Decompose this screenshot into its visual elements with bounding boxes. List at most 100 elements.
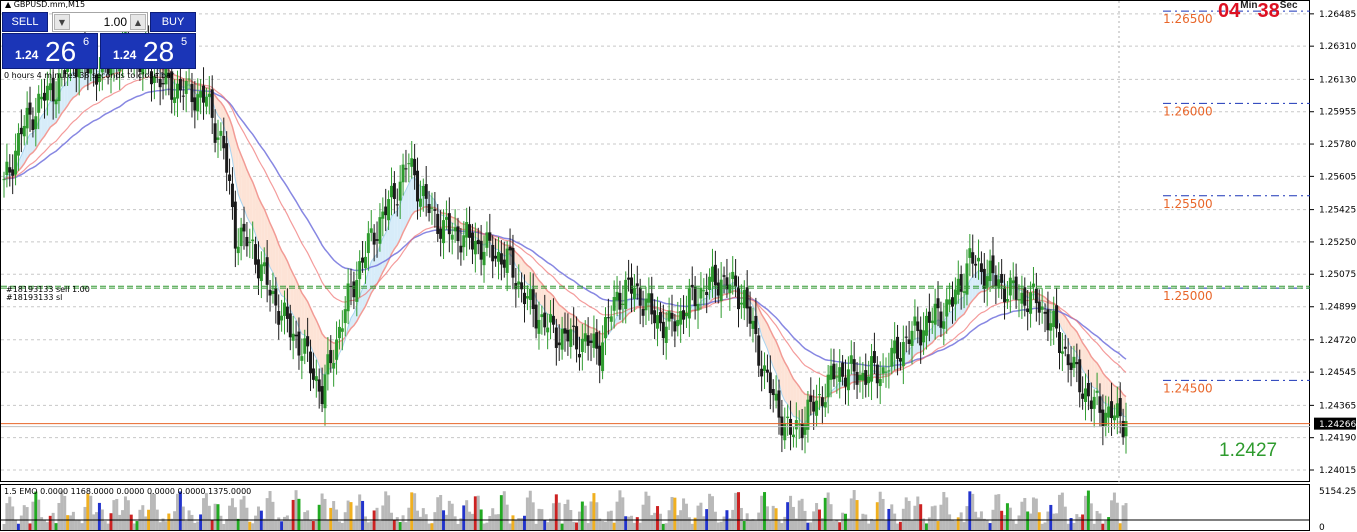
volume-bar: [126, 500, 130, 530]
volume-bar: [314, 520, 318, 530]
lot-size-value[interactable]: 1.00: [103, 15, 127, 29]
candle-body: [563, 328, 567, 334]
candle-body: [864, 370, 868, 385]
volume-bar: [997, 494, 1001, 530]
candle-body: [337, 326, 341, 339]
candle-body: [366, 233, 370, 254]
volume-bar: [265, 498, 269, 530]
order-labels: #18193133 sell 1.00 #18193133 sl: [6, 286, 90, 302]
volume-bar: [913, 505, 917, 530]
candle-body: [849, 355, 853, 364]
candle-body: [890, 347, 894, 367]
candle-body: [635, 283, 639, 287]
volume-bar: [11, 506, 15, 530]
candle-body: [31, 119, 35, 131]
buy-price-box[interactable]: 1.24 28 5: [100, 33, 196, 69]
volume-bar: [979, 511, 983, 530]
sell-button[interactable]: SELL: [2, 12, 48, 32]
collapse-triangle-icon[interactable]: ▲: [5, 0, 12, 9]
volume-bar: [262, 518, 266, 530]
order-label-primary: #18193133 sell 1.00: [6, 285, 90, 294]
y-axis-tick-label: 1.24190: [1319, 434, 1356, 444]
volume-bar: [349, 502, 353, 530]
volume-bar: [28, 523, 32, 530]
volume-bar: [624, 516, 628, 530]
ema-cloud-segment: [411, 177, 415, 216]
ema-cloud-segment: [538, 280, 542, 306]
symbol-title: ▲ GBPUSD.mm,M15: [5, 0, 86, 9]
volume-bar: [566, 499, 570, 530]
volume-bar: [132, 523, 136, 530]
candle-body: [520, 282, 524, 290]
volume-bar: [1029, 513, 1033, 530]
candle-body: [317, 379, 321, 392]
lot-size-stepper[interactable]: ▼ 1.00 ▲: [52, 12, 148, 32]
volume-bar: [534, 523, 538, 530]
candle-body: [855, 371, 859, 385]
volume-bar: [228, 505, 232, 530]
candle-body: [164, 68, 168, 85]
candle-body: [997, 279, 1001, 289]
volume-bar: [537, 508, 541, 530]
candle-body: [531, 289, 535, 309]
candle-body: [202, 85, 206, 103]
ema-cloud-segment: [709, 287, 713, 303]
volume-bar: [465, 500, 469, 530]
volume-bar: [453, 516, 457, 530]
volume-bar: [19, 515, 23, 530]
ema-cloud-segment: [356, 295, 360, 322]
round-level-label: 1.26000: [1163, 104, 1213, 118]
volume-bar: [37, 499, 41, 530]
y-axis-tick-label: 1.25075: [1319, 270, 1356, 280]
candle-body: [442, 220, 446, 244]
volume-bar: [812, 511, 816, 530]
lot-increase-icon[interactable]: ▲: [130, 14, 146, 30]
ema-cloud-segment: [1094, 360, 1098, 389]
candle-body: [372, 232, 376, 245]
round-level-label: 1.24500: [1163, 381, 1213, 395]
volume-bar: [939, 504, 943, 530]
ema-cloud-segment: [914, 337, 918, 356]
sell-price-pips: 26: [45, 36, 77, 67]
ema-cloud-segment: [53, 101, 57, 125]
ema-cloud-segment: [278, 244, 282, 296]
volume-bar: [494, 514, 498, 530]
candle-body: [16, 133, 20, 156]
ema-cloud-segment: [313, 314, 317, 359]
candle-body: [1124, 421, 1128, 437]
ema-cloud-segment: [495, 239, 499, 250]
sell-price-box[interactable]: 1.24 26 6: [2, 33, 98, 69]
candle-body: [682, 310, 686, 320]
volume-bar: [45, 522, 49, 530]
volume-bar: [375, 507, 379, 530]
lot-decrease-icon[interactable]: ▼: [54, 14, 70, 30]
candle-body: [1029, 292, 1033, 314]
buy-button[interactable]: BUY: [150, 12, 196, 32]
volume-bar: [283, 516, 286, 530]
candle-body: [1121, 420, 1125, 438]
volume-bar: [1086, 490, 1090, 530]
volume-bar: [473, 496, 477, 530]
volume-bar: [904, 497, 908, 530]
candle-body: [977, 257, 981, 262]
volume-bar: [930, 506, 934, 530]
candle-body: [1066, 354, 1070, 366]
ema-cloud-segment: [70, 72, 74, 101]
volume-bar: [152, 493, 156, 530]
volume-bar: [948, 514, 952, 530]
volume-bar: [80, 523, 84, 530]
candle-body: [922, 330, 926, 343]
candle-body: [242, 223, 246, 232]
candle-body: [236, 246, 240, 254]
candle-body: [251, 239, 255, 242]
volume-bar: [236, 518, 240, 530]
candle-body: [210, 89, 214, 118]
volume-bar: [748, 519, 752, 530]
candle-body: [658, 312, 662, 324]
candle-body: [427, 203, 431, 214]
volume-bar: [901, 508, 905, 530]
ema-cloud-segment: [972, 274, 976, 301]
volume-bar: [577, 511, 581, 530]
